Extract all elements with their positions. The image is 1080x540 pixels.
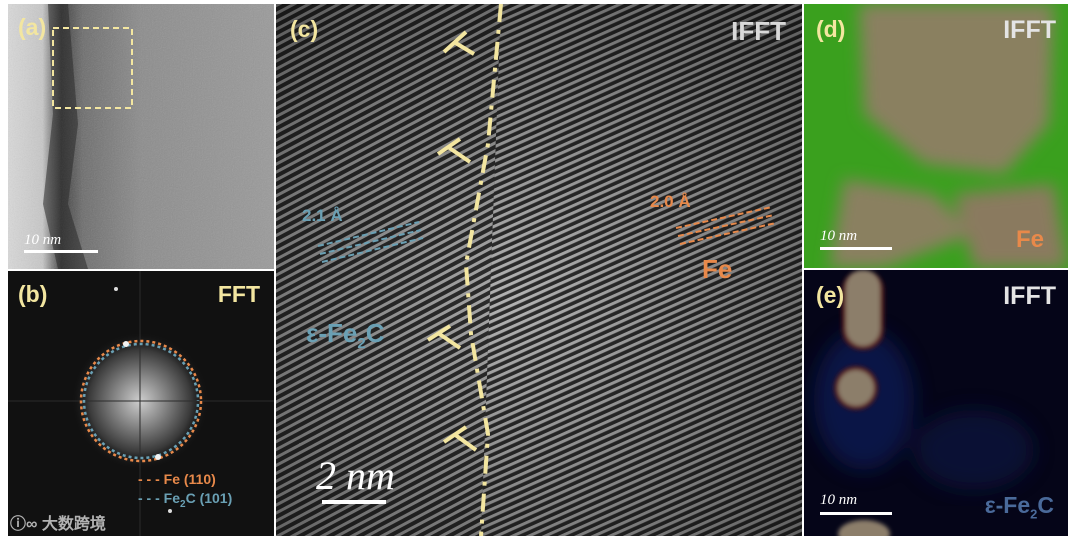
lattice-fringes	[276, 4, 802, 536]
left-phase-sub: 2	[357, 335, 366, 353]
panel-a-label: (a)	[18, 14, 47, 40]
legend-item-fe2c101: - - - Fe2C (101)	[138, 490, 232, 510]
left-phase-tail: C	[365, 318, 385, 348]
panel-b-label: (b)	[18, 281, 48, 307]
panel-d-title: IFFT	[1003, 16, 1056, 44]
right-spacing-label: 2.0 Å	[650, 192, 691, 211]
spacing-lines-right	[675, 206, 777, 245]
fe-map	[829, 4, 1068, 268]
fft-pattern	[8, 271, 274, 536]
panel-b-title: FFT	[217, 281, 260, 307]
panel-d-ifft-fe: (d) IFFT Fe 10 nm	[804, 4, 1068, 268]
panel-a-scale-bar	[24, 250, 98, 253]
legend-text-fe2c101-a: Fe	[163, 490, 180, 506]
left-spacing-label: 2.1 Å	[302, 206, 343, 225]
panel-e-scale-bar	[820, 512, 892, 515]
dislocation-markers	[426, 30, 478, 452]
panel-e-element: ε-Fe2C	[985, 492, 1054, 522]
panel-d-element: Fe	[1015, 226, 1044, 253]
legend-text-fe2c101-b: C (101)	[185, 490, 233, 506]
fe2c-map	[814, 270, 1034, 536]
tem-image-a	[8, 4, 274, 269]
watermark-text: 大数跨境	[41, 516, 106, 533]
fft-legend: - - - Fe (110) - - - Fe2C (101)	[138, 471, 232, 510]
panel-b-fft: (b) FFT - - - Fe (110) - - - Fe2C (101)	[8, 271, 274, 536]
panel-c-title: IFFT	[731, 16, 786, 46]
panel-d-scale-bar	[820, 247, 892, 250]
watermark-logo-icon: ⓘ∞	[10, 516, 42, 533]
left-phase-label: ε-Fe2C	[306, 318, 384, 352]
panel-e-element-sub: 2	[1030, 506, 1038, 522]
panel-e-element-tail: C	[1037, 492, 1054, 518]
panel-e-title: IFFT	[1003, 282, 1056, 310]
right-phase-label: Fe	[702, 254, 733, 284]
panel-e-label: (e)	[816, 282, 845, 308]
panel-c-scale-bar	[322, 500, 386, 504]
panel-c-scale-text: 2 nm	[316, 453, 395, 498]
legend-swatch-fe110: - - -	[138, 471, 160, 487]
panel-a-scale-text: 10 nm	[24, 232, 62, 248]
panel-c-ifft-lattice: (c) IFFT 2.1 Å ε-Fe2C 2.0 Å Fe 2 nm	[276, 4, 802, 536]
spacing-lines-left	[317, 221, 424, 263]
legend-text-fe110: Fe (110)	[163, 471, 216, 487]
panel-d-scale-text: 10 nm	[820, 228, 858, 244]
panel-d-label: (d)	[816, 16, 846, 42]
watermark: ⓘ∞ 大数跨境	[10, 510, 106, 534]
legend-item-fe110: - - - Fe (110)	[138, 471, 232, 490]
legend-text-fe2c101-sub: 2	[180, 498, 186, 510]
panel-e-ifft-fe2c: (e) IFFT ε-Fe2C 10 nm	[804, 270, 1068, 536]
panel-e-element-name: ε-Fe	[984, 492, 1031, 518]
panel-a-tem-image: (a) 10 nm	[8, 4, 274, 269]
panel-c-label: (c)	[290, 16, 319, 42]
left-phase-name: ε-Fe	[306, 318, 358, 348]
legend-swatch-fe2c101: - - -	[138, 490, 160, 506]
panel-e-scale-text: 10 nm	[820, 492, 858, 508]
